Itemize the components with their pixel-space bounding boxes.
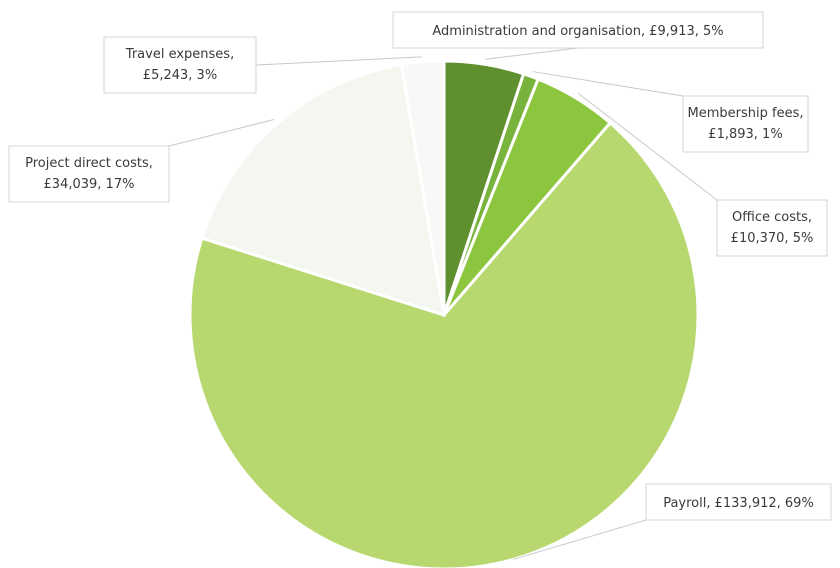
leader-line <box>532 71 684 97</box>
data-label-text: £1,893, 1% <box>708 127 782 142</box>
leader-line <box>168 119 275 147</box>
data-label-text: Membership fees, <box>688 106 804 121</box>
pie-slice-travel-expenses <box>399 59 446 316</box>
data-label-text: Payroll, £133,912, 69% <box>663 496 814 511</box>
data-label-box <box>392 11 764 49</box>
pie-slices <box>188 59 700 568</box>
pie-slice-project-direct-costs <box>200 62 446 318</box>
data-label-box <box>682 95 809 153</box>
data-label-text: Travel expenses, <box>125 47 234 62</box>
data-label-text: Administration and organisation, £9,913,… <box>432 24 723 39</box>
data-label-text: Project direct costs, <box>25 156 153 171</box>
data-label-text: Office costs, <box>732 210 812 225</box>
data-label-text: £34,039, 17% <box>44 177 135 192</box>
data-label-box <box>716 199 828 257</box>
data-label-box <box>8 145 170 203</box>
leader-line <box>512 519 647 560</box>
leader-line <box>578 93 718 201</box>
leader-lines <box>168 47 718 560</box>
data-label-box <box>103 36 257 94</box>
data-label-text: £5,243, 3% <box>143 68 217 83</box>
leader-line <box>485 47 579 60</box>
leader-line <box>255 56 423 66</box>
data-label-box <box>645 483 832 521</box>
data-labels: Administration and organisation, £9,913,… <box>8 11 832 521</box>
data-label-text: £10,370, 5% <box>731 231 814 246</box>
